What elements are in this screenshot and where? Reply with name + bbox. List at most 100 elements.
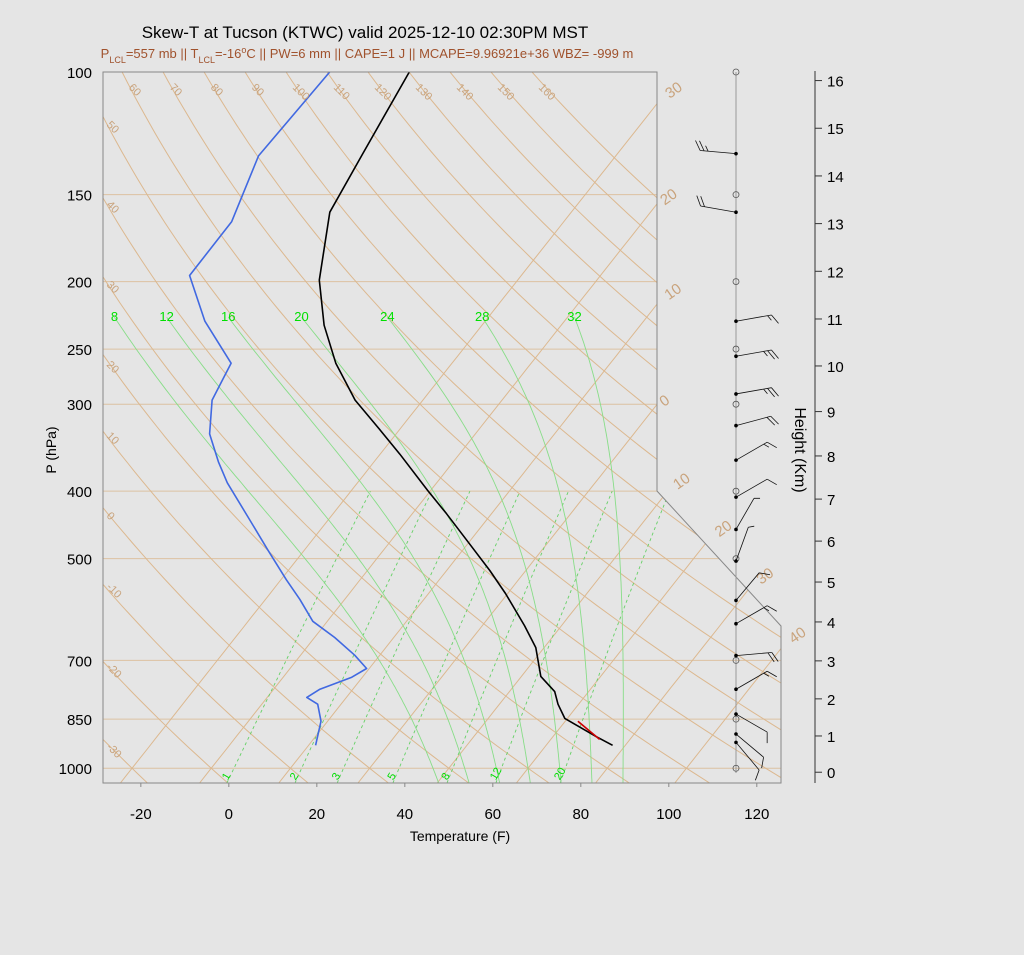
- grid-layer: [0, 72, 1024, 783]
- barb-staff: [736, 498, 754, 529]
- barb-staff: [736, 527, 748, 561]
- wind-barb: [736, 442, 777, 460]
- moist-adiabat-label: 8: [111, 309, 118, 324]
- dry-adiabat: [368, 72, 1024, 783]
- barb-feather: [701, 196, 705, 206]
- mixing-ratio-label: 1: [220, 771, 233, 782]
- y2-tick-label: 2: [827, 692, 835, 709]
- y-tick-label: 250: [67, 342, 92, 359]
- barb-feather: [706, 146, 709, 151]
- moist-adiabat: [114, 317, 438, 783]
- mixing-ratio-line: [447, 491, 569, 783]
- dry-adiabat: [327, 72, 1024, 783]
- moist-adiabat-label: 32: [567, 309, 581, 324]
- barb-staff: [736, 442, 767, 460]
- subtitle-part: =557 mb || T: [126, 46, 199, 61]
- isotherm-label: 10: [661, 280, 684, 303]
- wind-level-dot: [734, 599, 738, 603]
- y2-tick-label: 4: [827, 615, 835, 632]
- dry-adiabat-label: -10: [104, 581, 124, 601]
- x-tick-label: -20: [130, 806, 152, 823]
- wind-barb: [736, 315, 779, 323]
- barb-staff: [701, 206, 736, 212]
- isotherm-label: 40: [786, 624, 809, 647]
- profile-line: [578, 721, 600, 739]
- barb-feather: [695, 140, 700, 150]
- wind-level-dot: [734, 354, 738, 358]
- wind-level-dot: [734, 458, 738, 462]
- moist-adiabat: [482, 317, 592, 783]
- y2-tick-label: 0: [827, 765, 835, 782]
- barb-staff: [736, 714, 767, 732]
- dry-adiabat: [0, 72, 147, 783]
- y2-tick-label: 13: [827, 217, 844, 234]
- isotherm: [120, 72, 682, 783]
- wind-level-dot: [734, 528, 738, 532]
- dry-adiabat: [0, 72, 549, 783]
- y2-tick-label: 5: [827, 575, 835, 592]
- moist-adiabat: [167, 317, 469, 783]
- mixing-ratio-line: [560, 491, 669, 783]
- moist-adiabat-label: 12: [159, 309, 173, 324]
- barb-feather: [764, 444, 769, 447]
- moist-adiabat-label: 20: [294, 309, 308, 324]
- barb-staff: [736, 671, 767, 689]
- barb-feather: [697, 196, 701, 206]
- dry-adiabat: [532, 72, 1024, 783]
- y2-tick-label: 12: [827, 264, 844, 281]
- dry-adiabat-label: 160: [536, 82, 557, 103]
- wind-barb: [736, 416, 779, 425]
- x-tick-label: 120: [744, 806, 769, 823]
- profile-line: [319, 72, 612, 745]
- dry-adiabat-label: 40: [104, 199, 121, 216]
- wind-barb: [736, 388, 779, 397]
- dry-adiabat-label: -30: [104, 741, 124, 761]
- isotherm-label: 20: [657, 185, 680, 208]
- barb-feather: [755, 770, 759, 780]
- barb-staff: [736, 388, 771, 394]
- dry-adiabat: [81, 72, 790, 783]
- moist-adiabat: [228, 317, 499, 783]
- dry-adiabat-label: 80: [208, 82, 225, 99]
- y2-tick-label: 6: [827, 534, 835, 551]
- subtitle-part: P: [101, 46, 110, 61]
- subtitle-part: LCL: [198, 55, 215, 65]
- dry-adiabat: [245, 72, 1024, 783]
- y2-tick-label: 11: [827, 312, 843, 329]
- moist-adiabat-label: 28: [475, 309, 489, 324]
- moist-adiabat-label: 24: [380, 309, 394, 324]
- y2-tick-label: 10: [827, 359, 844, 376]
- y-tick-label: 1000: [59, 761, 92, 778]
- barb-staff: [736, 652, 772, 655]
- mixing-ratio-label: 8: [439, 771, 452, 782]
- isotherm: [675, 72, 1024, 783]
- dry-adiabat-label: 90: [249, 82, 266, 99]
- y-tick-label: 300: [67, 397, 92, 414]
- wind-level-dot: [734, 741, 738, 745]
- x-tick-label: 40: [396, 806, 413, 823]
- wind-level-dot: [734, 732, 738, 736]
- wind-barb: [736, 526, 754, 561]
- wind-level-dot: [734, 622, 738, 626]
- dry-adiabat: [204, 72, 1024, 783]
- chart-title: Skew-T at Tucson (KTWC) valid 2025-12-10…: [142, 23, 589, 42]
- x-axis-label: Temperature (F): [410, 828, 510, 844]
- x-tick-label: 0: [225, 806, 233, 823]
- barb-feather: [764, 351, 768, 356]
- moist-adiabat-label: 16: [221, 309, 235, 324]
- subtitle-part: C || PW=6 mm || CAPE=1 J || MCAPE=9.9692…: [246, 46, 633, 61]
- y-tick-label: 150: [67, 188, 92, 205]
- dry-adiabat-label: 110: [331, 82, 352, 103]
- y-tick-label: 850: [67, 712, 92, 729]
- isotherm: [437, 72, 999, 783]
- dry-adiabat-label: 120: [372, 82, 393, 103]
- moist-adiabat: [302, 317, 531, 783]
- barb-feather: [699, 141, 704, 151]
- mixing-ratio-label: 5: [385, 771, 398, 782]
- isotherm-label: 30: [754, 565, 777, 588]
- dry-adiabat-label: 100: [290, 82, 311, 103]
- barb-feather: [771, 315, 778, 323]
- wind-level-dot: [734, 210, 738, 214]
